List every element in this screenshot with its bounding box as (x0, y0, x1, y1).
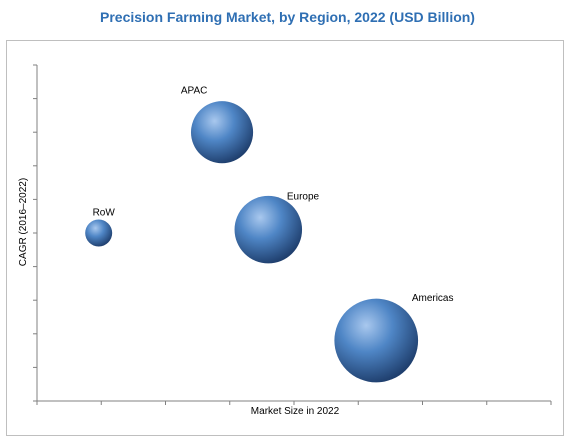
y-axis-title: CAGR (2016–2022) (18, 178, 29, 266)
axis-ticks (33, 64, 552, 405)
bubble-label-apac: APAC (181, 85, 208, 96)
bubble-labels: RoW APAC Europe Americas (93, 85, 454, 303)
chart-frame (6, 40, 564, 436)
bubble-europe (234, 195, 303, 264)
bubble-label-americas: Americas (412, 293, 454, 304)
bubble-label-europe: Europe (287, 191, 320, 202)
bubble-label-row: RoW (93, 207, 116, 218)
x-axis-title: Market Size in 2022 (251, 406, 340, 417)
chart-title: Precision Farming Market, by Region, 202… (100, 9, 475, 25)
bubble-americas (334, 298, 419, 383)
bubble-apac (190, 101, 254, 164)
bubbles (85, 101, 419, 383)
bubble-row (85, 219, 113, 247)
